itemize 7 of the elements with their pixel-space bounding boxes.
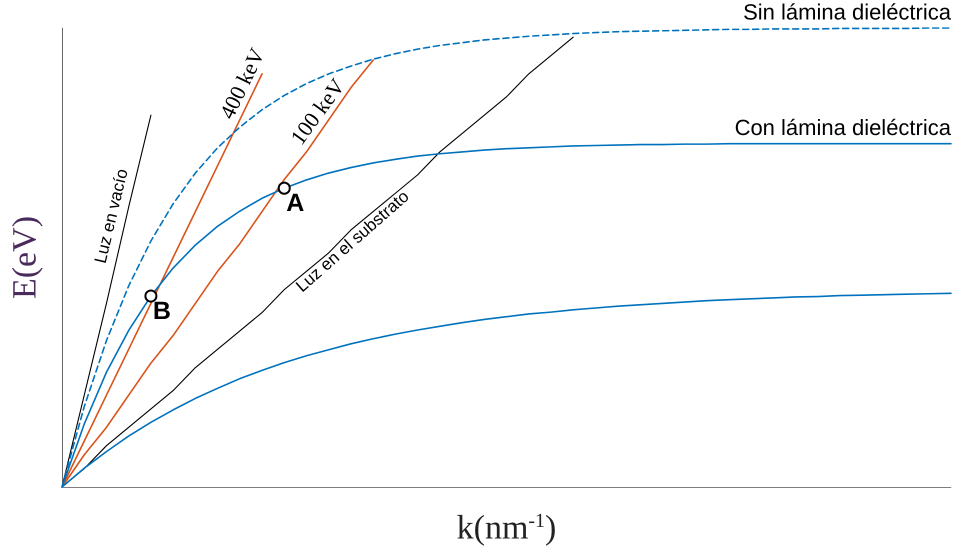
text: Luz en vacío (90, 166, 132, 266)
y-axis-title: E(eV) (6, 216, 44, 300)
series-label: Sin lámina dieléctrica (743, 0, 952, 24)
series-label: Con lámina dieléctrica (734, 115, 952, 140)
text: 400 keV (214, 44, 270, 123)
annotation: B (152, 297, 171, 326)
annotation: A (286, 189, 304, 218)
